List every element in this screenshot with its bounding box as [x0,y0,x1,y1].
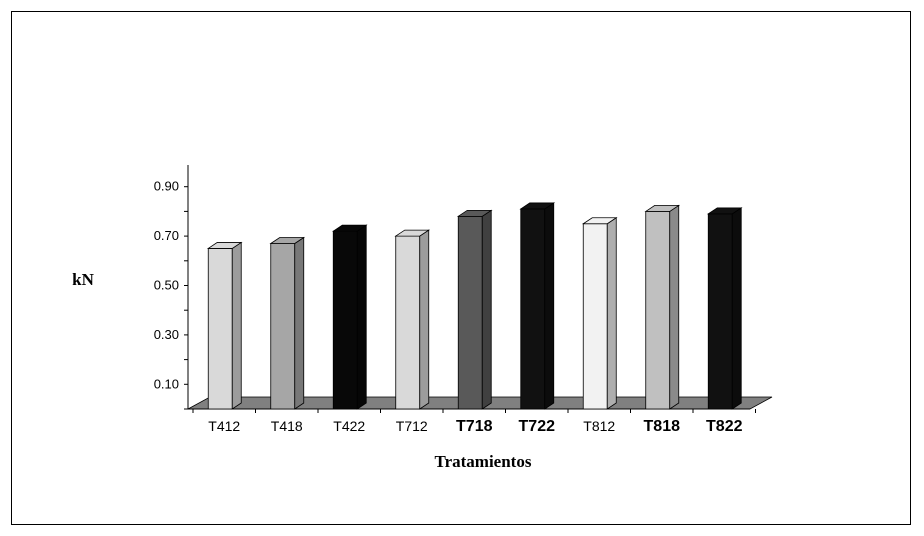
bar-front-face [332,230,358,410]
bar-T822 [706,207,743,410]
x-tick-label: T712 [396,418,428,434]
x-tick-label: T822 [706,418,743,435]
y-axis-title: kN [72,270,94,289]
bar-side-face [669,204,680,410]
bar-front-face [457,215,483,410]
x-axis-title: Tratamientos [435,452,532,471]
bar-chart: 0.10 0.30 0.50 0.70 0.90 T412 T418 T422 T712 T718… [72,165,773,471]
bar-T722 [519,202,556,410]
x-tick-label: T418 [271,418,303,434]
bar-top-face [706,207,743,215]
bar-side-face [481,209,492,410]
bar-top-face [394,229,431,237]
x-tick-label: T412 [208,418,240,434]
bar-side-face [231,241,242,410]
x-tick-label: T818 [644,418,681,435]
y-tick-label: 0.50 [154,278,179,293]
bar-side-face [356,224,367,410]
bar-front-face [582,223,608,410]
x-tick-label: T718 [456,418,493,435]
bar-top-face [519,202,556,210]
bar-T418 [269,236,306,410]
bar-T812 [581,217,618,410]
bar-top-face [206,242,243,249]
y-tick-label: 0.70 [154,228,179,243]
bar-T422 [331,224,368,410]
x-tick-label: T422 [333,418,365,434]
bar-front-face [645,210,671,410]
chart-frame: 0.10 0.30 0.50 0.70 0.90 T412 T418 T422 T712 T718… [11,11,911,525]
bar-side-face [419,229,430,410]
bar-front-face [270,243,296,410]
y-tick-label: 0.90 [154,179,179,194]
bar-T718 [456,209,493,410]
bar-side-face [606,217,617,410]
bar-top-face [456,209,493,217]
x-tick-label: T722 [519,418,556,435]
bar-T818 [644,204,681,410]
bar-front-face [520,208,546,410]
y-tick-label: 0.10 [154,376,179,391]
y-tick-label: 0.30 [154,327,179,342]
bar-top-face [581,217,618,225]
bar-side-face [544,202,555,410]
x-tick-label: T812 [583,418,615,434]
bar-front-face [395,235,421,410]
bar-side-face [731,207,742,410]
bar-front-face [707,213,733,410]
bar-top-face [331,224,368,232]
bar-T712 [394,229,431,410]
bar-front-face [207,248,233,410]
bar-T412 [206,241,243,410]
bar-side-face [294,236,305,410]
bar-top-face [644,204,681,212]
bar-top-face [269,237,306,244]
